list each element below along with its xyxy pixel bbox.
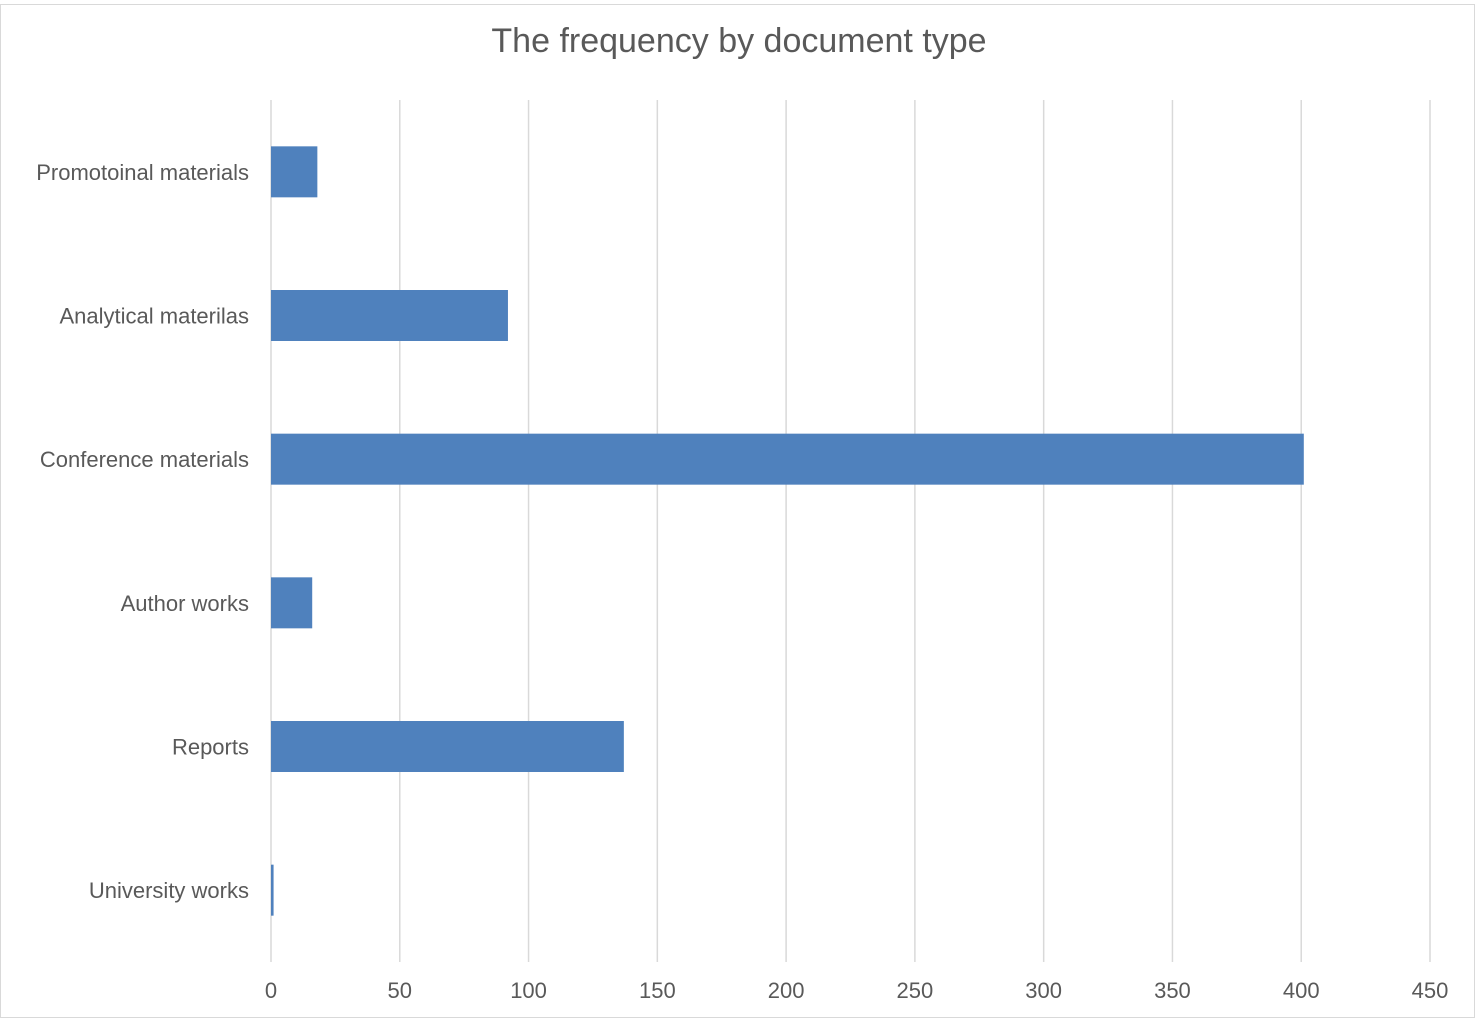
chart-title: The frequency by document type xyxy=(491,22,987,60)
x-tick-label: 150 xyxy=(639,978,676,1003)
bars xyxy=(271,146,1304,916)
bar xyxy=(271,146,318,198)
x-tick-label: 100 xyxy=(510,978,547,1003)
bar xyxy=(271,290,508,341)
x-tick-label: 400 xyxy=(1283,978,1320,1003)
x-tick-label: 250 xyxy=(897,978,934,1003)
x-tick-label: 200 xyxy=(768,978,805,1003)
gridlines xyxy=(270,100,1431,962)
category-label: Analytical materilas xyxy=(59,304,249,329)
category-labels: Promotoinal materials Analytical materila… xyxy=(36,160,249,903)
category-label: University works xyxy=(89,878,249,903)
x-tick-label: 300 xyxy=(1025,978,1062,1003)
x-tick-label: 450 xyxy=(1412,978,1449,1003)
category-label: Reports xyxy=(172,735,249,760)
bar xyxy=(271,577,313,629)
bar xyxy=(271,721,624,772)
category-label: Conference materials xyxy=(40,447,249,472)
x-tick-label: 0 xyxy=(265,978,277,1003)
category-label: Author works xyxy=(121,591,249,616)
x-axis-tick-labels: 0 50 100 150 200 250 300 350 400 450 xyxy=(265,978,1448,1003)
chart-frame xyxy=(0,4,1475,1018)
bar xyxy=(271,433,1304,485)
x-tick-label: 350 xyxy=(1154,978,1191,1003)
x-tick-label: 50 xyxy=(388,978,412,1003)
category-label: Promotoinal materials xyxy=(36,160,249,185)
bar xyxy=(271,864,274,916)
